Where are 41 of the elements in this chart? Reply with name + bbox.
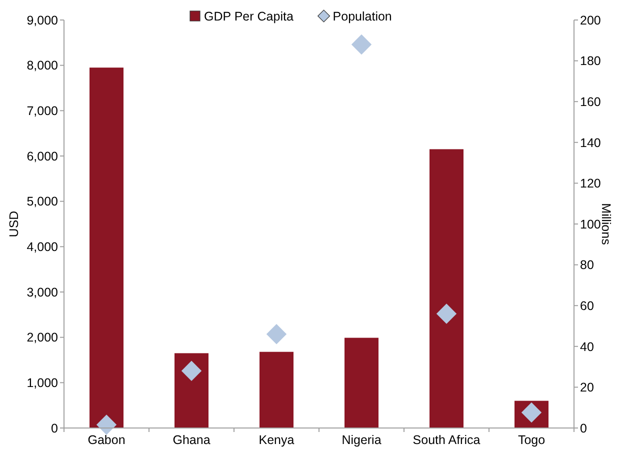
x-tick-label: Gabon xyxy=(88,433,126,447)
y-tick-label: 4,000 xyxy=(26,240,58,254)
x-tick-label: Nigeria xyxy=(342,433,382,447)
legend-label: Population xyxy=(332,9,392,24)
y2-tick-label: 160 xyxy=(580,94,601,109)
y2-tick-label: 80 xyxy=(580,258,594,272)
y2-tick-label: 100 xyxy=(580,217,601,232)
x-tick-label: Kenya xyxy=(258,433,294,447)
point xyxy=(96,414,117,435)
y2-tick-label: 40 xyxy=(580,340,594,354)
y-tick-label: 3,000 xyxy=(26,285,58,300)
y-tick-label: 9,000 xyxy=(26,13,58,28)
y-tick-label: 0 xyxy=(51,421,58,436)
point xyxy=(266,324,287,344)
point xyxy=(181,360,202,381)
bar xyxy=(174,353,208,428)
point xyxy=(436,304,457,324)
point xyxy=(351,34,372,55)
y2-tick-label: 200 xyxy=(580,13,601,28)
bar xyxy=(260,352,294,428)
y-tick-label: 5,000 xyxy=(26,194,58,209)
x-tick-label: Ghana xyxy=(172,433,210,447)
y-tick-label: 1,000 xyxy=(26,376,58,390)
x-tick-label: South Africa xyxy=(412,433,480,447)
y-tick-label: 6,000 xyxy=(26,149,58,164)
y2-tick-label: 180 xyxy=(580,54,601,68)
y2-tick-label: 20 xyxy=(580,380,594,395)
y2-axis-title: Millions xyxy=(599,203,613,245)
bar xyxy=(344,338,378,428)
y2-tick-label: 0 xyxy=(580,421,587,436)
y2-tick-label: 140 xyxy=(580,136,601,150)
y-tick-label: 7,000 xyxy=(26,104,58,118)
y-tick-label: 2,000 xyxy=(26,330,58,345)
y-tick-label: 8,000 xyxy=(26,58,58,73)
y-axis-title: USD xyxy=(7,210,21,238)
bar xyxy=(430,149,464,428)
legend-label: GDP Per Capita xyxy=(204,9,294,24)
y2-tick-label: 120 xyxy=(580,176,601,191)
x-tick-label: Togo xyxy=(518,433,546,447)
y2-tick-label: 60 xyxy=(580,298,594,313)
bar xyxy=(90,68,124,428)
